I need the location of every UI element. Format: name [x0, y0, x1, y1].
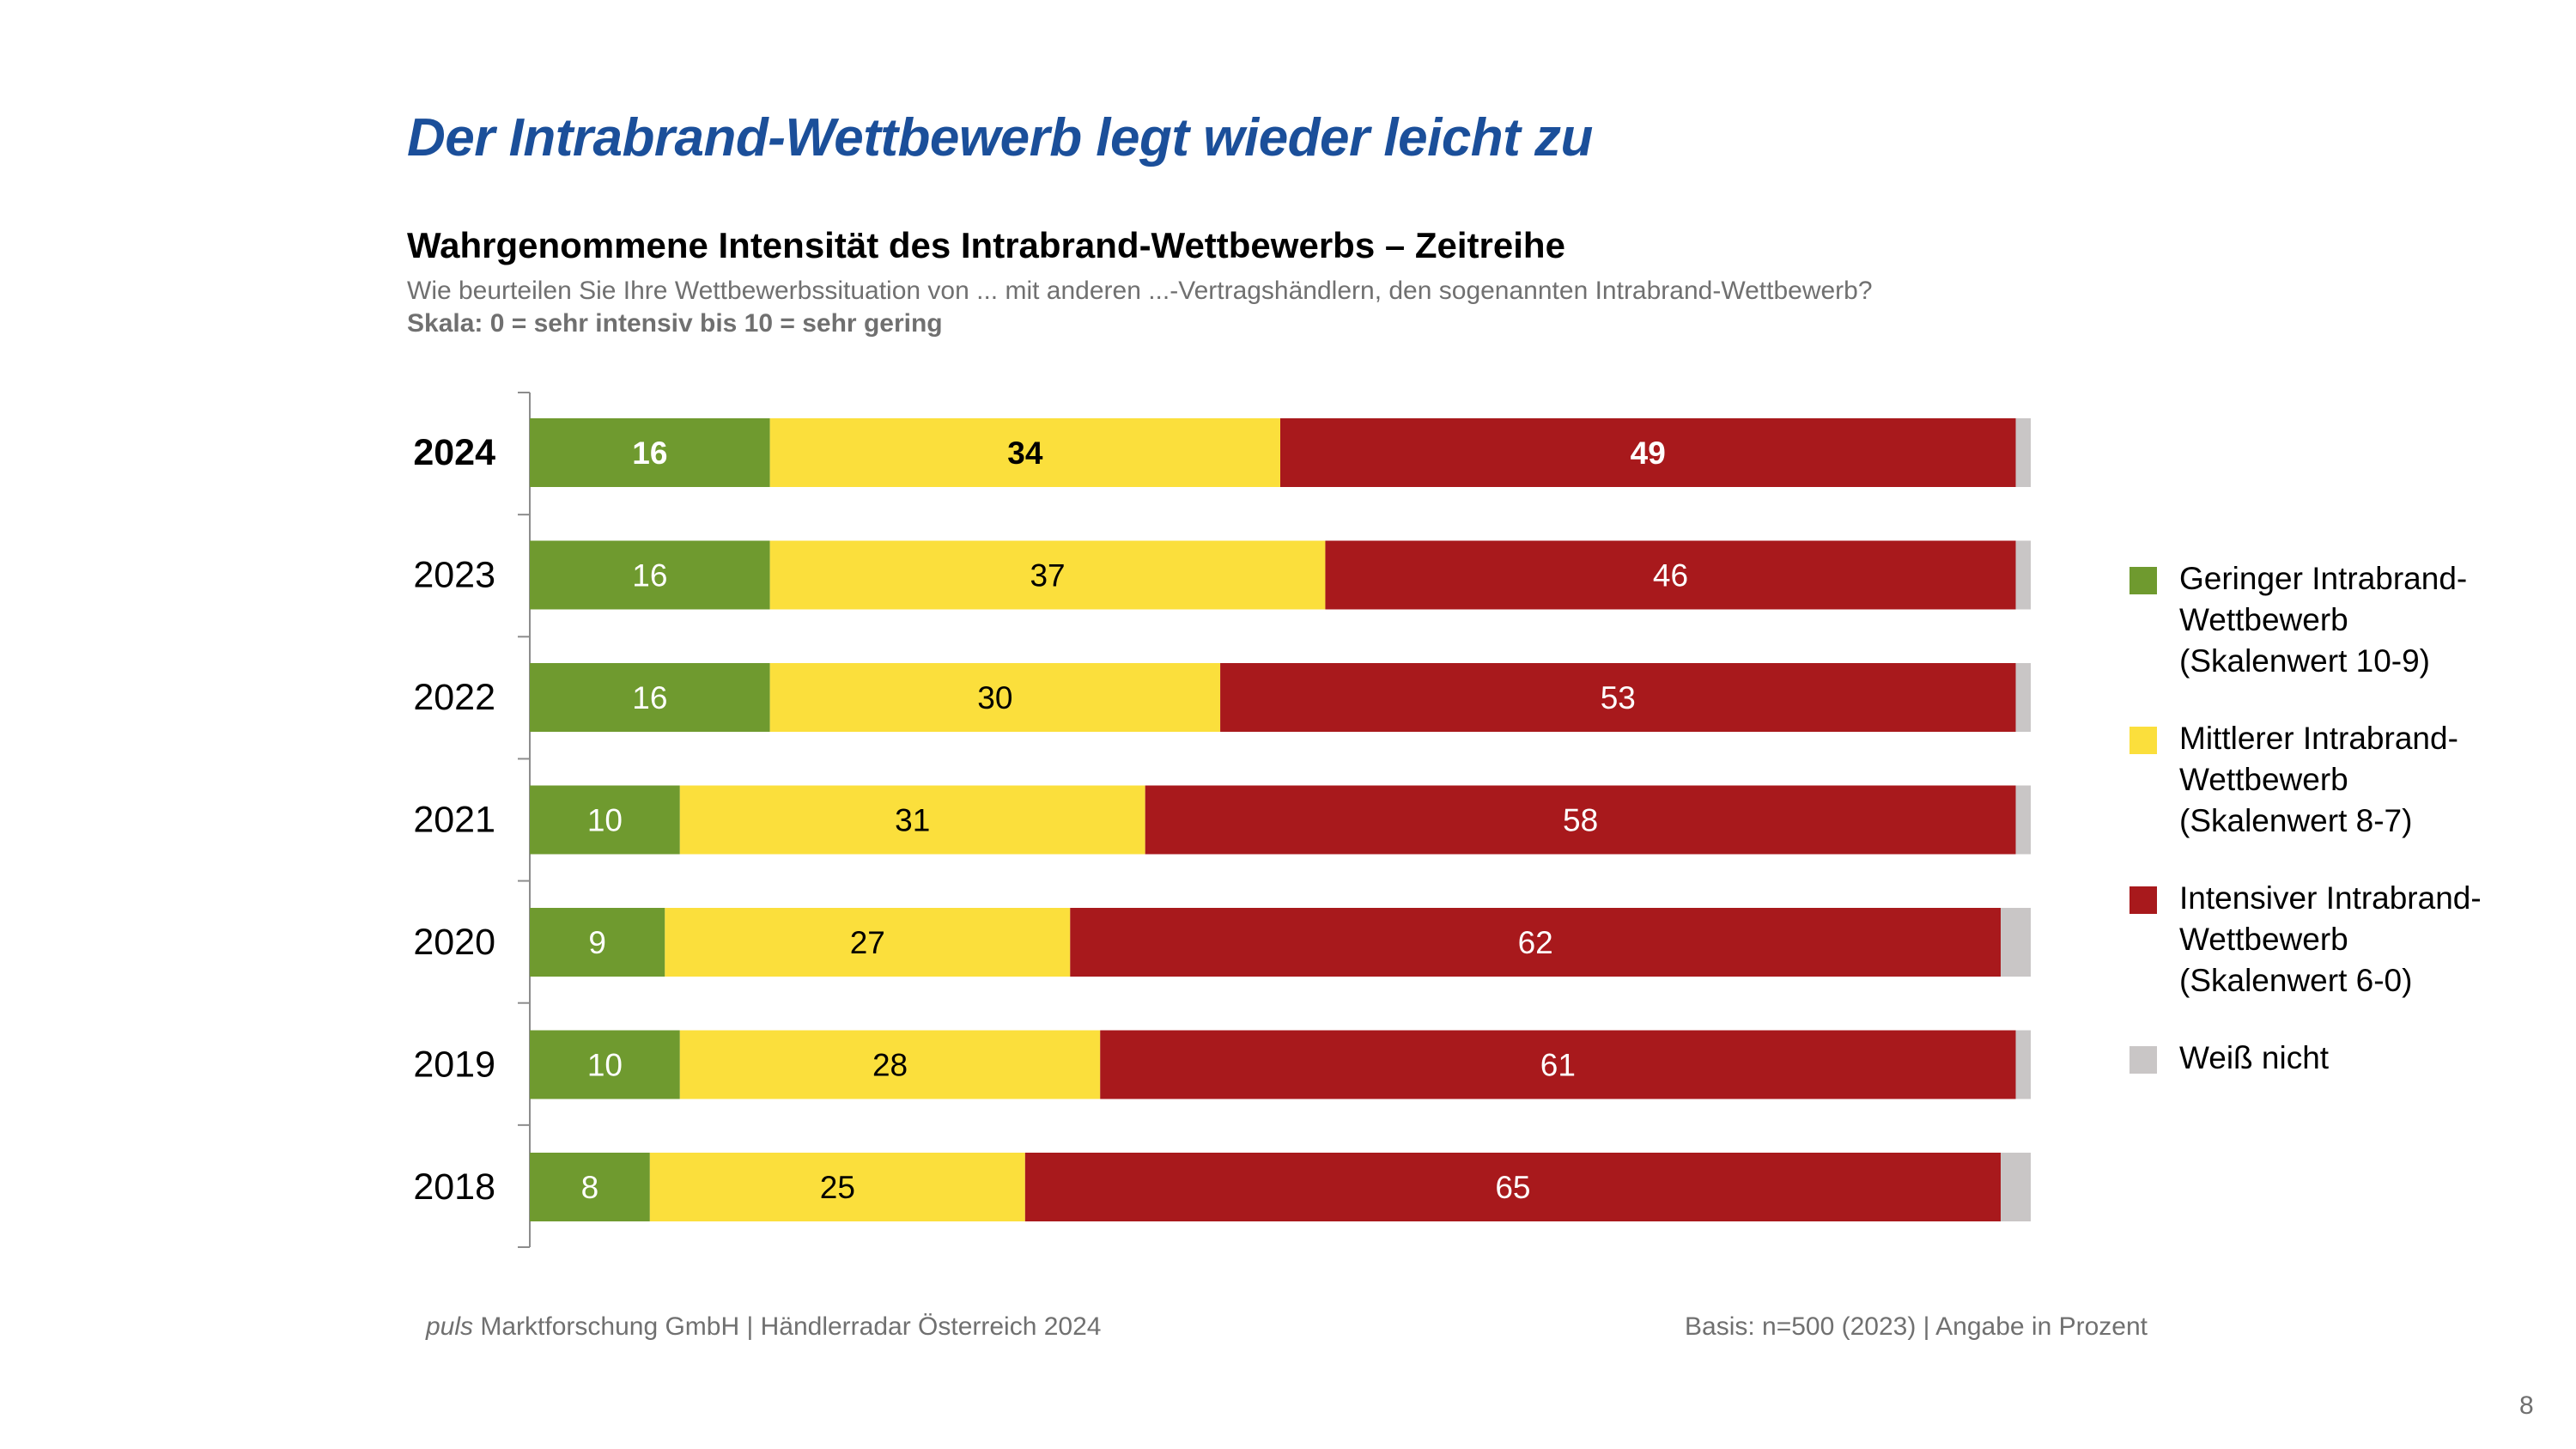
legend-label: Geringer Intrabrand- — [2179, 561, 2468, 596]
bar-segment — [2015, 418, 2031, 487]
legend-swatch — [2129, 727, 2157, 754]
chart-subtitle: Wahrgenommene Intensität des Intrabrand-… — [407, 225, 1565, 265]
legend-swatch — [2129, 886, 2157, 914]
data-label: 31 — [895, 803, 930, 838]
legend-item: Geringer Intrabrand- Wettbewerb (Skalenwer… — [2129, 558, 2559, 682]
bar-segment — [679, 785, 1145, 855]
bar-segment — [1070, 908, 2002, 977]
legend-label: (Skalenwert 6-0) — [2179, 963, 2413, 998]
bar-segment — [1100, 1030, 2016, 1099]
legend-label: (Skalenwert 8-7) — [2179, 803, 2413, 838]
data-label: 10 — [587, 1048, 623, 1083]
footer-brand: puls — [426, 1312, 474, 1341]
footer-source: puls Marktforschung GmbH | Händlerradar … — [426, 1312, 1101, 1342]
bar-segment — [1220, 663, 2016, 732]
data-label: 30 — [977, 680, 1012, 715]
data-label: 25 — [820, 1170, 855, 1205]
data-label: 61 — [1540, 1048, 1576, 1083]
bar-segment — [530, 418, 770, 487]
bar-segment — [1280, 418, 2016, 487]
bar-segment — [530, 1030, 680, 1099]
bar-segment — [2015, 1030, 2031, 1099]
category-label: 2018 — [413, 1166, 495, 1208]
bar-segment — [1325, 540, 2016, 610]
bar-segment — [2015, 663, 2031, 732]
legend-swatch — [2129, 567, 2157, 594]
data-label: 46 — [1653, 558, 1688, 594]
footer-basis: Basis: n=500 (2023) | Angabe in Prozent — [1685, 1312, 2148, 1341]
bar-segment — [2001, 908, 2031, 977]
legend-item: Mittlerer Intrabrand- Wettbewerb (Skalenwe… — [2129, 718, 2559, 842]
data-label: 16 — [632, 680, 667, 715]
data-label: 49 — [1631, 435, 1666, 471]
bar-segment — [1145, 785, 2016, 855]
legend-swatch — [2129, 1046, 2157, 1074]
legend-label: Wettbewerb — [2179, 762, 2348, 797]
bar-segment — [2015, 540, 2031, 610]
bar-segment — [530, 663, 770, 732]
legend-item: Intensiver Intrabrand- Wettbewerb (Skalenw… — [2129, 878, 2559, 1002]
scale-note: Skala: 0 = sehr intensiv bis 10 = sehr g… — [407, 309, 943, 338]
bar-segment — [769, 540, 1326, 610]
legend-label: (Skalenwert 10-9) — [2179, 643, 2431, 679]
data-label: 8 — [581, 1170, 599, 1205]
bar-segment — [1024, 1153, 2002, 1221]
bar-segment — [679, 1030, 1101, 1099]
data-label: 53 — [1601, 680, 1636, 715]
bar-segment — [2001, 1153, 2031, 1221]
category-label: 2021 — [413, 800, 495, 841]
category-label: 2024 — [413, 432, 495, 473]
data-label: 16 — [632, 435, 667, 471]
bar-segment — [530, 785, 680, 855]
bar-segment — [769, 663, 1221, 732]
chart-legend: Geringer Intrabrand- Wettbewerb (Skalenwer… — [2129, 558, 2559, 1115]
legend-label: Intensiver Intrabrand- — [2179, 880, 2482, 916]
bar-segment — [769, 418, 1280, 487]
data-label: 58 — [1563, 803, 1598, 838]
survey-question: Wie beurteilen Sie Ihre Wettbewerbssitua… — [407, 277, 1873, 305]
category-label: 2023 — [413, 555, 495, 596]
bar-segment — [2015, 785, 2031, 855]
bar-segment — [649, 1153, 1025, 1221]
legend-item: Weiß nicht — [2129, 1038, 2559, 1079]
legend-label: Mittlerer Intrabrand- — [2179, 721, 2458, 756]
bar-segment — [665, 908, 1071, 977]
bar-segment — [530, 908, 665, 977]
data-label: 62 — [1518, 925, 1553, 960]
data-label: 65 — [1495, 1170, 1530, 1205]
category-label: 2022 — [413, 677, 495, 718]
bar-segment — [530, 540, 770, 610]
data-label: 37 — [1030, 558, 1065, 594]
bar-segment — [530, 1153, 650, 1221]
data-label: 28 — [872, 1048, 908, 1083]
category-label: 2019 — [413, 1044, 495, 1086]
data-label: 10 — [587, 803, 623, 838]
data-label: 9 — [588, 925, 606, 960]
legend-label: Weiß nicht — [2179, 1040, 2330, 1075]
footer-source-text: Marktforschung GmbH | Händlerradar Öster… — [473, 1312, 1102, 1341]
page-number: 8 — [2519, 1391, 2534, 1420]
legend-label: Wettbewerb — [2179, 602, 2348, 637]
slide-title: Der Intrabrand-Wettbewerb legt wieder le… — [407, 108, 1593, 167]
stacked-bar-chart: 2024 16 34 49 2023 16 37 46 2022 16 30 53 2021 10 31 58… — [413, 392, 2031, 1248]
data-label: 34 — [1007, 435, 1043, 471]
category-label: 2020 — [413, 922, 495, 963]
legend-label: Wettbewerb — [2179, 922, 2348, 957]
data-label: 16 — [632, 558, 667, 594]
data-label: 27 — [850, 925, 885, 960]
